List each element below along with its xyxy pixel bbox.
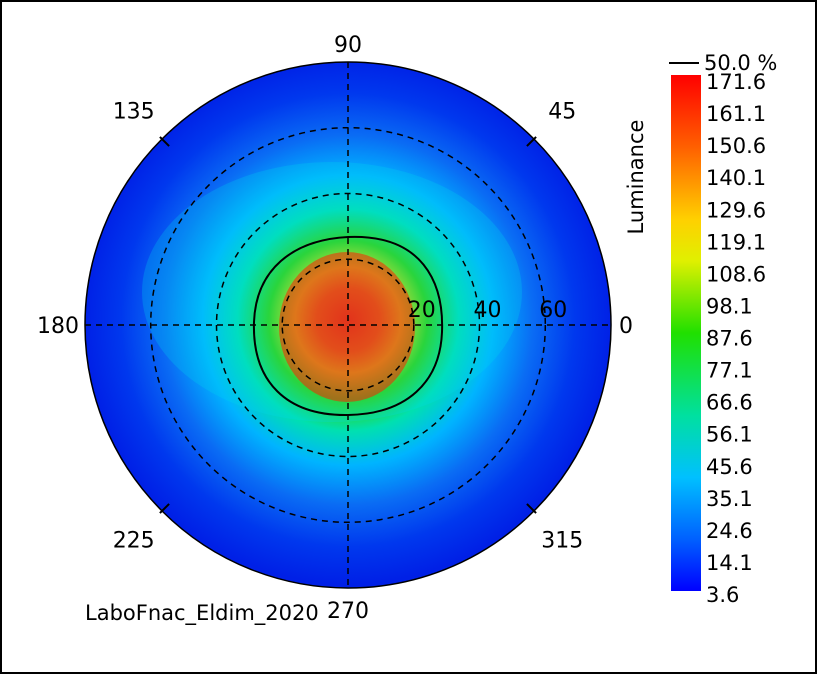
angle-label-0: 0 <box>619 314 633 339</box>
colorbar-label: 66.6 <box>706 391 753 415</box>
contour-legend-label: 50.0 % <box>704 51 777 75</box>
radius-label-60: 60 <box>539 298 567 323</box>
grid-ring-60 <box>149 126 547 524</box>
angle-tick-315 <box>526 503 537 514</box>
footer-label: LaboFnac_Eldim_2020 <box>85 601 319 626</box>
colorbar-title: Luminance <box>624 120 648 235</box>
colorbar-label: 140.1 <box>706 166 766 190</box>
colorbar-label: 171.6 <box>706 70 766 94</box>
radius-tick-labels: 20 40 60 <box>408 298 568 323</box>
colorbar-label: 161.1 <box>706 102 766 126</box>
angle-label-180: 180 <box>37 314 79 339</box>
colorbar-label: 150.6 <box>706 134 766 158</box>
angle-tick-225 <box>159 503 170 514</box>
grid-ring-20 <box>281 258 415 392</box>
angle-tick-45 <box>526 136 537 147</box>
polar-grid <box>85 62 611 588</box>
angle-tick-135 <box>159 136 170 147</box>
grid-ring-40 <box>215 192 481 458</box>
colorbar-label: 24.6 <box>706 519 753 543</box>
colorbar-label: 87.6 <box>706 327 753 351</box>
colorbar-label: 56.1 <box>706 423 753 447</box>
colorbar-labels: 171.6 161.1 150.6 140.1 129.6 119.1 108.6 98.1 8… <box>706 70 766 607</box>
angle-label-225: 225 <box>113 528 155 553</box>
colorbar-label: 14.1 <box>706 551 753 575</box>
angle-label-45: 45 <box>548 100 576 125</box>
angle-label-315: 315 <box>541 528 583 553</box>
colorbar-label: 77.1 <box>706 359 753 383</box>
colorbar-label: 108.6 <box>706 262 766 286</box>
colorbar-label: 98.1 <box>706 294 753 318</box>
angle-label-270: 270 <box>327 599 369 624</box>
colorbar-label: 119.1 <box>706 230 766 254</box>
colorbar-label: 45.6 <box>706 455 753 479</box>
colorbar-label: 35.1 <box>706 487 753 511</box>
colorbar-label: 3.6 <box>706 583 739 607</box>
colorbar-label: 129.6 <box>706 198 766 222</box>
angle-tick-labels: 0 45 90 135 180 225 270 315 <box>37 33 633 624</box>
radius-label-40: 40 <box>474 298 502 323</box>
angle-label-135: 135 <box>113 100 155 125</box>
luminance-core <box>279 252 415 402</box>
radius-label-20: 20 <box>408 298 436 323</box>
luminance-field <box>85 62 611 588</box>
colorbar <box>671 75 701 591</box>
angle-label-90: 90 <box>334 33 362 58</box>
